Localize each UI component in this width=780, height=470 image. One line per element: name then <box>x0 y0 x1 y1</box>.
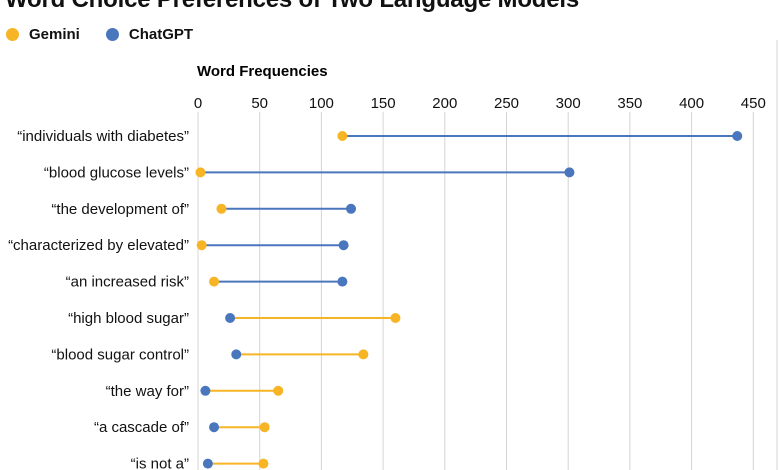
category-label: “an increased risk” <box>66 274 189 291</box>
gemini-point <box>258 458 269 469</box>
x-tick-label: 0 <box>194 95 202 112</box>
x-tick-label: 150 <box>371 95 396 112</box>
category-row: “characterized by elevated” <box>8 237 349 254</box>
category-row: “an increased risk” <box>66 274 348 291</box>
category-row: “the development of” <box>51 201 357 218</box>
chatgpt-point <box>732 131 743 141</box>
chart-title: Word Choice Preferences of Two Language … <box>5 0 579 14</box>
chatgpt-point <box>338 240 349 251</box>
legend-marker-gemini <box>6 28 19 41</box>
gemini-point <box>358 349 369 360</box>
category-row: “individuals with diabetes” <box>17 128 743 145</box>
category-row: “a cascade of” <box>94 419 270 436</box>
chatgpt-point <box>337 276 348 287</box>
plot-rows: “individuals with diabetes” “blood glucos… <box>8 128 743 470</box>
chatgpt-point <box>231 349 242 360</box>
x-tick-label: 350 <box>617 95 642 112</box>
x-tick-label: 50 <box>251 95 268 112</box>
gemini-point <box>273 385 284 396</box>
chatgpt-point <box>200 385 211 396</box>
chatgpt-point <box>202 458 213 469</box>
gemini-point <box>196 240 207 251</box>
gemini-point <box>259 422 270 433</box>
category-label: “blood glucose levels” <box>44 164 189 181</box>
x-axis-title: Word Frequencies <box>197 63 328 80</box>
category-label: “is not a” <box>131 456 189 470</box>
chatgpt-point <box>564 167 575 178</box>
category-label: “individuals with diabetes” <box>17 128 189 145</box>
category-label: “a cascade of” <box>94 419 189 436</box>
legend-item-chatgpt: ChatGPT <box>105 26 194 43</box>
chatgpt-point <box>209 422 220 433</box>
legend: Gemini ChatGPT <box>6 26 193 43</box>
category-label: “the development of” <box>51 201 189 218</box>
legend-item-gemini: Gemini <box>6 26 80 43</box>
x-tick-label: 450 <box>741 95 766 112</box>
x-tick-label: 100 <box>309 95 334 112</box>
category-row: “high blood sugar” <box>68 310 401 327</box>
category-label: “blood sugar control” <box>51 346 189 363</box>
category-label: “high blood sugar” <box>68 310 189 327</box>
gemini-point <box>195 167 206 178</box>
x-tick-label: 400 <box>679 95 704 112</box>
gemini-point <box>390 313 401 323</box>
legend-label-chatgpt: ChatGPT <box>128 26 194 43</box>
legend-marker-chatgpt <box>105 28 119 41</box>
category-row: “is not a” <box>131 456 269 470</box>
gemini-point <box>337 131 348 141</box>
gemini-point <box>216 203 227 214</box>
chatgpt-point <box>225 313 236 323</box>
x-tick-labels: 0 50 100 150 200 250 300 350 400 450 <box>194 95 766 112</box>
category-row: “the way for” <box>106 383 284 400</box>
chatgpt-point <box>346 203 357 214</box>
category-row: “blood sugar control” <box>51 346 369 363</box>
x-tick-label: 250 <box>494 95 519 112</box>
category-row: “blood glucose levels” <box>44 164 575 181</box>
gemini-point <box>209 276 220 287</box>
category-label: “characterized by elevated” <box>8 237 189 254</box>
legend-label-gemini: Gemini <box>29 26 80 43</box>
x-tick-label: 300 <box>556 95 581 112</box>
category-label: “the way for” <box>106 383 189 400</box>
x-tick-label: 200 <box>432 95 457 112</box>
